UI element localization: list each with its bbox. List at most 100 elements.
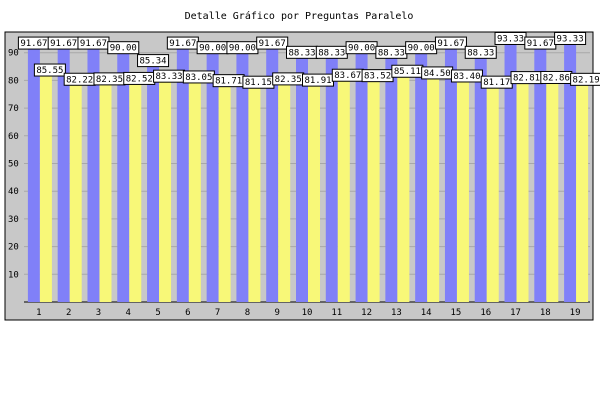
bar-series-2 [486,77,499,302]
svg-text:90.00: 90.00 [110,44,137,54]
svg-text:91.67: 91.67 [80,39,107,49]
bar-series-1 [355,52,368,303]
data-label-series-2: 82.52 [123,71,156,85]
bar-series-2 [248,77,261,302]
x-tick-label: 1 [36,308,41,318]
x-tick-label: 9 [274,308,279,318]
data-label-series-2: 83.67 [331,68,364,82]
svg-text:82.81: 82.81 [513,74,540,84]
bar-series-2 [99,73,112,302]
svg-text:91.67: 91.67 [437,39,464,49]
bar-series-1 [27,48,40,303]
data-label-series-1: 93.33 [554,31,587,45]
x-tick-label: 14 [421,308,432,318]
svg-text:90.00: 90.00 [199,44,226,54]
data-label-series-1: 90.00 [107,41,140,55]
data-label-series-1: 88.33 [375,45,408,59]
bar-series-2 [427,67,440,302]
x-tick-label: 19 [570,308,581,318]
svg-text:82.35: 82.35 [275,75,302,85]
svg-text:83.40: 83.40 [453,72,480,82]
bar-series-1 [236,52,249,303]
svg-text:91.67: 91.67 [20,39,47,49]
data-label-series-2: 83.40 [450,69,483,83]
data-label-series-2: 85.11 [391,64,424,78]
bar-series-1 [444,48,457,303]
data-label-series-1: 91.67 [17,36,50,50]
y-tick-label: 60 [8,132,19,142]
y-tick-label: 20 [8,243,19,253]
svg-text:90.00: 90.00 [348,44,375,54]
x-tick-label: 6 [185,308,190,318]
data-label-series-1: 91.67 [77,36,110,50]
bar-series-2 [218,75,231,302]
data-label-series-1: 88.33 [315,45,348,59]
x-tick-label: 10 [302,308,313,318]
data-label-series-1: 91.67 [434,36,467,50]
data-label-series-2: 83.33 [153,69,186,83]
svg-text:83.05: 83.05 [185,73,212,83]
x-tick-label: 11 [331,308,342,318]
bar-series-1 [534,48,547,303]
x-tick-label: 4 [126,308,131,318]
svg-text:88.33: 88.33 [378,48,405,58]
y-axis-ticks: 10 20 30 40 50 60 70 80 90 [8,49,19,281]
svg-text:81.17: 81.17 [483,78,510,88]
bar-series-1 [206,52,219,303]
data-label-series-1: 91.67 [47,36,80,50]
svg-text:82.22: 82.22 [66,75,93,85]
bar-series-1 [474,57,487,303]
x-tick-label: 2 [66,308,71,318]
svg-text:90.00: 90.00 [408,44,435,54]
svg-text:85.55: 85.55 [36,66,63,76]
x-tick-label: 7 [215,308,220,318]
svg-text:85.34: 85.34 [140,57,167,67]
bar-series-1 [296,57,308,303]
bar-series-2 [188,71,201,302]
bar-series-1 [117,52,130,303]
data-label-series-2: 81.15 [242,75,275,89]
svg-text:91.67: 91.67 [527,39,554,49]
data-label-series-2: 85.55 [33,63,66,77]
data-label-series-2: 82.19 [570,72,600,86]
svg-text:83.33: 83.33 [156,72,183,82]
svg-text:81.15: 81.15 [245,78,272,88]
data-label-series-2: 83.05 [182,70,215,84]
bar-series-1 [147,65,160,302]
svg-text:82.19: 82.19 [573,75,600,85]
bar-series-1 [57,48,70,303]
bar-series-2 [367,70,380,302]
data-label-series-1: 85.34 [137,54,170,68]
svg-text:84.50: 84.50 [424,69,451,79]
y-tick-label: 10 [8,270,19,280]
x-tick-label: 12 [361,308,372,318]
x-tick-label: 17 [510,308,521,318]
x-axis-ticks: 1 2 3 4 5 6 7 8 9 10 11 12 13 14 15 16 17 18 19 [36,308,580,318]
bar-series-2 [337,70,350,302]
bar-series-1 [415,52,428,303]
data-label-series-2: 82.35 [93,72,126,86]
data-label-series-1: 91.67 [256,36,289,50]
bar-series-2 [159,71,172,302]
chart-title: Detalle Gráfico por Preguntas Paralelo [185,10,414,22]
svg-text:81.91: 81.91 [304,76,331,86]
svg-text:91.67: 91.67 [50,39,77,49]
bar-series-1 [87,48,100,303]
svg-text:81.71: 81.71 [215,77,242,87]
bar-series-1 [385,57,398,303]
bar-series-1 [504,43,517,303]
data-label-series-1: 90.00 [196,41,229,55]
svg-text:91.67: 91.67 [259,39,286,49]
data-label-series-1: 93.33 [494,31,527,45]
bar-series-2 [39,65,52,303]
bar-series-1 [325,57,338,303]
bar-series-2 [278,73,291,302]
svg-text:88.33: 88.33 [467,48,494,58]
svg-text:93.33: 93.33 [557,34,584,44]
data-label-series-1: 90.00 [405,41,438,55]
y-tick-label: 40 [8,187,19,197]
bar-series-2 [576,74,589,302]
bars [27,43,589,303]
bar-series-1 [564,43,577,303]
